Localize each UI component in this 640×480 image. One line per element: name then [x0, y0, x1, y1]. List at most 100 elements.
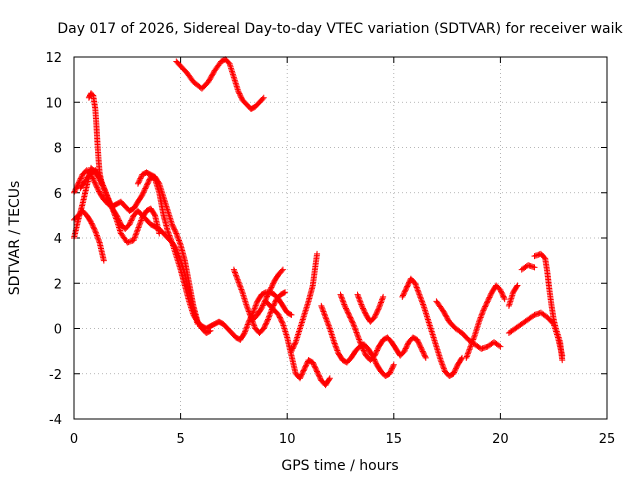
data-point — [482, 302, 489, 309]
data-point — [266, 288, 273, 295]
data-point — [326, 324, 333, 331]
data-point — [379, 296, 386, 303]
data-point — [378, 299, 385, 306]
data-point — [314, 369, 321, 376]
data-point — [450, 370, 457, 377]
data-point — [442, 312, 449, 319]
data-point — [168, 238, 175, 245]
data-point — [371, 314, 378, 321]
data-point — [233, 273, 240, 280]
data-point — [399, 293, 406, 300]
data-point — [471, 333, 478, 340]
data-point — [252, 304, 259, 311]
data-point — [375, 305, 382, 312]
series-arc-11 — [288, 250, 321, 355]
data-point — [356, 297, 363, 304]
data-point — [88, 220, 95, 227]
data-point — [466, 346, 473, 353]
data-point — [458, 356, 465, 363]
data-point — [313, 367, 320, 374]
data-point — [93, 183, 100, 190]
data-point — [231, 268, 238, 275]
data-point — [358, 301, 365, 308]
data-point — [496, 342, 503, 349]
data-point — [360, 306, 367, 313]
data-point — [483, 299, 490, 306]
data-point — [170, 225, 177, 232]
data-point — [108, 204, 115, 211]
data-point — [479, 308, 486, 315]
data-point — [100, 183, 107, 190]
data-point — [303, 362, 310, 369]
data-point — [136, 223, 143, 230]
data-point — [261, 322, 268, 329]
data-point — [237, 285, 244, 292]
data-point — [332, 341, 339, 348]
data-point — [312, 364, 319, 371]
data-point — [400, 291, 407, 298]
data-point — [403, 284, 410, 291]
data-point — [389, 364, 396, 371]
data-point — [413, 284, 420, 291]
data-point — [97, 176, 104, 183]
data-point — [467, 345, 474, 352]
data-point — [404, 341, 411, 348]
data-point — [104, 194, 111, 201]
y-tick-label: 0 — [54, 323, 62, 338]
data-point — [242, 327, 249, 334]
data-point — [292, 339, 299, 346]
data-point — [414, 285, 421, 292]
data-point — [386, 370, 393, 377]
data-point — [343, 306, 350, 313]
y-tick-label: 2 — [54, 277, 62, 292]
data-point — [109, 207, 116, 214]
data-point — [251, 305, 258, 312]
data-point — [253, 299, 260, 306]
x-axis-label: GPS time / hours — [281, 458, 398, 474]
data-point — [155, 179, 162, 186]
data-point — [206, 77, 213, 84]
series-arc-17 — [463, 282, 508, 361]
data-point — [315, 371, 322, 378]
data-point — [109, 205, 116, 212]
data-point — [276, 313, 283, 320]
data-point — [342, 304, 349, 311]
data-point — [402, 287, 409, 294]
data-point — [250, 321, 257, 328]
data-point — [174, 234, 181, 241]
data-point — [414, 287, 421, 294]
data-point — [333, 346, 340, 353]
series-arc-20 — [518, 262, 538, 273]
data-point — [484, 298, 491, 305]
data-point — [323, 315, 330, 322]
data-point — [358, 342, 365, 349]
data-point — [477, 315, 484, 322]
data-point — [500, 293, 507, 300]
x-tick-label: 0 — [70, 432, 78, 447]
data-point — [75, 179, 82, 186]
data-point — [105, 195, 112, 202]
data-point — [321, 311, 328, 318]
data-point — [299, 370, 306, 377]
data-point — [376, 302, 383, 309]
data-point — [350, 322, 357, 329]
data-point — [238, 286, 245, 293]
data-point — [174, 233, 181, 240]
data-point — [476, 318, 483, 325]
data-point — [419, 298, 426, 305]
data-point — [530, 312, 537, 319]
data-point — [135, 179, 142, 186]
data-point — [90, 176, 97, 183]
data-point — [236, 90, 243, 97]
data-point — [374, 309, 381, 316]
data-point — [251, 322, 258, 329]
data-point — [416, 340, 423, 347]
data-point — [479, 310, 486, 317]
data-point — [417, 343, 424, 350]
data-point — [230, 266, 237, 273]
data-point — [355, 335, 362, 342]
data-point — [93, 231, 100, 238]
data-point — [514, 282, 521, 289]
data-point — [165, 229, 172, 236]
data-point — [312, 365, 319, 372]
